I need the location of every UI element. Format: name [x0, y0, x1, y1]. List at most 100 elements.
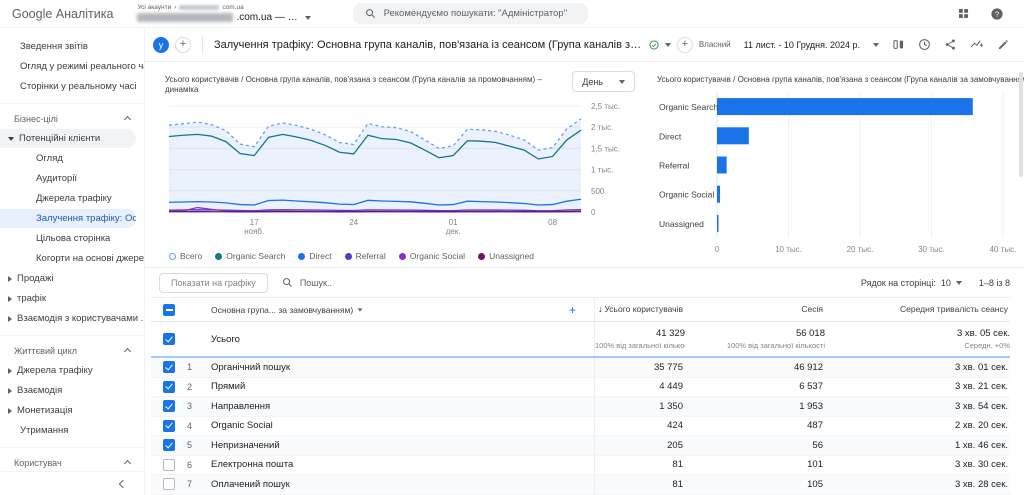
metric-sessions-value: 6 537 [799, 381, 823, 393]
sidebar-section-header[interactable]: Бізнес-цілі [0, 107, 144, 128]
table-row[interactable]: 4 Organic Social 424 487 2 хв. 20 сек. [151, 416, 1010, 436]
chevron-up-icon [123, 459, 132, 467]
sidebar-item-label: Зведення звітів [20, 41, 88, 52]
sidebar-item[interactable]: Джерела трафіку [0, 361, 144, 380]
share-icon[interactable] [944, 38, 957, 51]
sidebar-item[interactable]: Когорти на основі джерел... [0, 249, 144, 268]
metric-users-value: 81 [672, 478, 683, 490]
help-icon[interactable]: ? [990, 7, 1004, 21]
sidebar-item[interactable]: Взаємодія [0, 381, 144, 400]
row-checkbox[interactable] [163, 400, 175, 413]
totals-sessions: 56 018 [795, 328, 825, 340]
sidebar-item[interactable]: Зведення звітів [0, 37, 144, 56]
apps-grid-icon[interactable] [957, 7, 970, 20]
chart-legend: Всего Organic Search Direct Referral Organic… [165, 246, 635, 266]
chevron-up-icon [123, 347, 132, 355]
collapse-sidebar-icon[interactable] [118, 479, 128, 488]
totals-checkbox[interactable] [163, 333, 175, 345]
show-on-chart-button[interactable]: Показати на графіку [159, 272, 268, 293]
sidebar-section-header[interactable]: Життєвий цикл [0, 339, 144, 360]
comparison-icon[interactable] [892, 38, 905, 51]
sidebar-item[interactable]: Сторінки у реальному часі [0, 77, 144, 96]
metric-duration-value: 3 хв. 54 сек. [954, 400, 1008, 412]
sidebar-item-label: Джерела трафіку [17, 365, 93, 376]
sidebar-item[interactable]: Монетизація [0, 401, 144, 420]
sidebar-section-header[interactable]: Користувач [0, 451, 144, 472]
sidebar-item[interactable]: Огляд [0, 149, 144, 168]
sidebar-item[interactable]: Цільова сторінка [0, 229, 144, 248]
sidebar-item[interactable]: Утримання [0, 421, 144, 440]
add-dimension-button[interactable]: + [568, 302, 576, 317]
metric-header-duration[interactable]: Середня тривалість сеансу [900, 304, 1008, 315]
metric-header-users[interactable]: Усього користувачів [604, 304, 683, 315]
table-row[interactable]: 6 Електронна пошта 81 101 3 хв. 30 сек. [151, 455, 1010, 475]
channel-name: Непризначений [211, 436, 595, 455]
sidebar-item[interactable]: Огляд у режимі реального часу [0, 57, 144, 76]
legend-item[interactable]: Direct [298, 251, 332, 261]
metric-header-sessions[interactable]: Сесія [801, 304, 823, 315]
legend-label: Direct [309, 251, 332, 261]
dimension-header[interactable]: Основна група... за замовчуванням) [211, 304, 354, 315]
sidebar-item[interactable]: трафік [0, 289, 144, 308]
row-checkbox[interactable] [163, 419, 175, 432]
global-search-input[interactable]: Рекомендуємо пошукати: "Адміністратор" [352, 3, 588, 24]
avatar[interactable]: y [153, 36, 169, 53]
table-row[interactable]: 7 Оплачений пошук 81 105 3 хв. 28 сек. [151, 475, 1010, 495]
metric-duration-value: 3 хв. 21 сек. [954, 381, 1008, 393]
legend-item[interactable]: Organic Search [215, 251, 285, 261]
edit-pencil-icon[interactable] [997, 38, 1010, 51]
sidebar-item-label: Джерела трафіку [36, 193, 112, 204]
legend-item[interactable]: Unassigned [478, 251, 534, 261]
sidebar-item[interactable]: Взаємодія з користувачами ... [0, 309, 144, 328]
sidebar-item[interactable]: Потенційні клієнти [0, 129, 136, 148]
add-report-button[interactable]: + [676, 36, 693, 53]
legend-item[interactable]: Referral [344, 251, 386, 261]
table-row[interactable]: 3 Направлення 1 350 1 953 3 хв. 54 сек. [151, 397, 1010, 417]
add-comparison-button[interactable]: + [175, 36, 191, 53]
account-switcher[interactable]: Усі акаунти › com.ua .com.ua — … [137, 3, 311, 23]
row-index: 4 [187, 420, 193, 431]
select-all-checkbox[interactable] [163, 303, 175, 316]
sidebar-item[interactable]: Залучення трафіку: Осно... [0, 209, 136, 228]
sidebar-item[interactable]: Джерела трафіку [0, 189, 144, 208]
title-menu-icon[interactable] [664, 42, 671, 47]
sidebar-item-label: Взаємодія з користувачами ... [17, 313, 144, 324]
legend-item[interactable]: Всего [169, 251, 202, 261]
insights-icon[interactable] [970, 38, 984, 51]
table-row[interactable]: 1 Органічний пошук 35 775 46 912 3 хв. 01 се… [151, 358, 1010, 378]
table-search-input[interactable]: Пошук.. [282, 277, 847, 288]
dimension-caret-icon[interactable] [357, 307, 363, 312]
topbar: Google Аналітика Усі акаунти › com.ua .c… [0, 0, 1024, 28]
table-row[interactable]: 5 Непризначений 205 56 1 хв. 46 сек. [151, 436, 1010, 456]
metric-users-value: 205 [667, 439, 683, 451]
scrollbar[interactable] [1019, 72, 1023, 177]
date-range-caret-icon[interactable] [873, 42, 879, 47]
clock-icon[interactable] [918, 38, 931, 51]
app-logo[interactable]: Google Аналітика [12, 6, 114, 21]
chevron-right-icon [8, 295, 12, 302]
legend-dot [215, 252, 223, 260]
page-title: Залучення трафіку: Основна група каналів… [214, 38, 643, 51]
row-checkbox[interactable] [163, 380, 175, 393]
channel-name: Електронна пошта [211, 455, 595, 474]
row-checkbox[interactable] [163, 361, 175, 374]
rows-per-page-select[interactable]: 10 [940, 277, 951, 288]
interval-select[interactable]: День [572, 71, 635, 92]
bar-chart[interactable]: 0 10 тыс. 20 тыс. 30 тыс. 40 тыс. Organic Sea… [657, 88, 1019, 260]
report-table: Показати на графіку Пошук.. Рядок на сто… [145, 268, 1024, 495]
date-range-picker[interactable]: 11 лист. - 10 Грудня. 2024 р. [743, 39, 860, 50]
row-checkbox[interactable] [163, 478, 175, 491]
legend-item[interactable]: Organic Social [398, 251, 465, 261]
row-checkbox-cell [151, 380, 187, 393]
y-axis-tick-label: 1,5 тыс. [591, 144, 620, 153]
row-checkbox[interactable] [163, 439, 175, 452]
rows-per-page-caret-icon[interactable] [955, 280, 962, 285]
sidebar-item[interactable]: Аудиторії [0, 169, 144, 188]
date-range-type: Власний [698, 40, 731, 49]
sidebar-item[interactable]: Продажі [0, 269, 144, 288]
totals-users: 41 329 [655, 328, 685, 340]
account-breadcrumb: Усі акаунти [137, 3, 172, 11]
table-row[interactable]: 2 Прямий 4 449 6 537 3 хв. 21 сек. [151, 377, 1010, 397]
row-checkbox[interactable] [163, 458, 175, 471]
